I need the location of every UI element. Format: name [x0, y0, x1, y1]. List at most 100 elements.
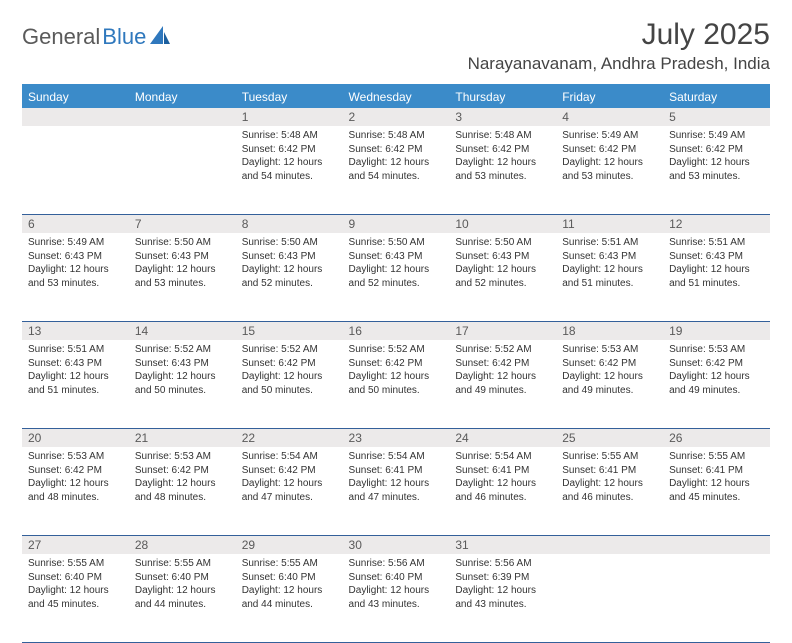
sunset-text: Sunset: 6:42 PM [135, 464, 230, 478]
daylight-text: Daylight: 12 hours [28, 263, 123, 277]
sunset-text: Sunset: 6:43 PM [28, 357, 123, 371]
sunset-text: Sunset: 6:41 PM [669, 464, 764, 478]
sunrise-text: Sunrise: 5:53 AM [135, 450, 230, 464]
day-cell: Sunrise: 5:53 AMSunset: 6:42 PMDaylight:… [556, 340, 663, 428]
sunset-text: Sunset: 6:43 PM [242, 250, 337, 264]
location-text: Narayanavanam, Andhra Pradesh, India [468, 54, 770, 74]
daylight-text: and 47 minutes. [349, 491, 444, 505]
daylight-text: Daylight: 12 hours [242, 584, 337, 598]
day-cell-body: Sunrise: 5:54 AMSunset: 6:42 PMDaylight:… [236, 447, 343, 508]
sunset-text: Sunset: 6:41 PM [562, 464, 657, 478]
daylight-text: Daylight: 12 hours [349, 477, 444, 491]
sunrise-text: Sunrise: 5:53 AM [562, 343, 657, 357]
daylight-text: and 50 minutes. [242, 384, 337, 398]
daylight-text: and 48 minutes. [135, 491, 230, 505]
day-cell: Sunrise: 5:56 AMSunset: 6:39 PMDaylight:… [449, 554, 556, 642]
week-row: Sunrise: 5:48 AMSunset: 6:42 PMDaylight:… [22, 126, 770, 214]
weekday-header: Monday [129, 85, 236, 108]
day-cell-body: Sunrise: 5:48 AMSunset: 6:42 PMDaylight:… [236, 126, 343, 187]
day-number: 24 [449, 429, 556, 447]
day-number-cell: 18 [556, 322, 663, 341]
day-number: 8 [236, 215, 343, 233]
day-cell: Sunrise: 5:50 AMSunset: 6:43 PMDaylight:… [343, 233, 450, 321]
month-title: July 2025 [468, 18, 770, 52]
day-number: 11 [556, 215, 663, 233]
logo-sail-icon [150, 26, 170, 49]
day-cell: Sunrise: 5:56 AMSunset: 6:40 PMDaylight:… [343, 554, 450, 642]
daylight-text: Daylight: 12 hours [242, 370, 337, 384]
day-number: 13 [22, 322, 129, 340]
day-cell-body: Sunrise: 5:51 AMSunset: 6:43 PMDaylight:… [556, 233, 663, 294]
sunrise-text: Sunrise: 5:54 AM [349, 450, 444, 464]
sunrise-text: Sunrise: 5:55 AM [669, 450, 764, 464]
day-cell: Sunrise: 5:48 AMSunset: 6:42 PMDaylight:… [236, 126, 343, 214]
sunset-text: Sunset: 6:43 PM [455, 250, 550, 264]
day-cell-body: Sunrise: 5:53 AMSunset: 6:42 PMDaylight:… [663, 340, 770, 401]
weekday-header: Thursday [449, 85, 556, 108]
sunset-text: Sunset: 6:43 PM [349, 250, 444, 264]
sunrise-text: Sunrise: 5:48 AM [242, 129, 337, 143]
sunset-text: Sunset: 6:42 PM [349, 357, 444, 371]
daylight-text: Daylight: 12 hours [455, 370, 550, 384]
day-cell-body: Sunrise: 5:50 AMSunset: 6:43 PMDaylight:… [449, 233, 556, 294]
day-number [556, 536, 663, 554]
daylight-text: and 48 minutes. [28, 491, 123, 505]
day-number-cell: 17 [449, 322, 556, 341]
sunset-text: Sunset: 6:42 PM [455, 143, 550, 157]
week-row: Sunrise: 5:49 AMSunset: 6:43 PMDaylight:… [22, 233, 770, 321]
day-number-cell: 7 [129, 215, 236, 234]
day-cell-body: Sunrise: 5:54 AMSunset: 6:41 PMDaylight:… [449, 447, 556, 508]
daylight-text: Daylight: 12 hours [242, 263, 337, 277]
day-number-cell: 1 [236, 108, 343, 126]
sunset-text: Sunset: 6:42 PM [669, 357, 764, 371]
day-cell-body: Sunrise: 5:54 AMSunset: 6:41 PMDaylight:… [343, 447, 450, 508]
sunrise-text: Sunrise: 5:50 AM [349, 236, 444, 250]
sunset-text: Sunset: 6:40 PM [242, 571, 337, 585]
day-number-row: 12345 [22, 108, 770, 126]
day-number: 17 [449, 322, 556, 340]
daylight-text: and 49 minutes. [562, 384, 657, 398]
week-row: Sunrise: 5:51 AMSunset: 6:43 PM Daylight:… [22, 340, 770, 428]
day-number: 31 [449, 536, 556, 554]
daylight-text: and 43 minutes. [455, 598, 550, 612]
sunrise-text: Sunrise: 5:50 AM [242, 236, 337, 250]
day-number-cell: 22 [236, 429, 343, 448]
daylight-text: Daylight: 12 hours [562, 263, 657, 277]
daylight-text: and 53 minutes. [669, 170, 764, 184]
day-number: 3 [449, 108, 556, 126]
daylight-text: and 49 minutes. [669, 384, 764, 398]
sunrise-text: Sunrise: 5:50 AM [135, 236, 230, 250]
sunrise-text: Sunrise: 5:52 AM [349, 343, 444, 357]
day-number-cell: 9 [343, 215, 450, 234]
day-number: 22 [236, 429, 343, 447]
day-number-row: 6789101112 [22, 215, 770, 234]
sunrise-text: Sunrise: 5:51 AM [28, 343, 123, 357]
day-cell: Sunrise: 5:53 AMSunset: 6:42 PMDaylight:… [22, 447, 129, 535]
weekday-header: Friday [556, 85, 663, 108]
day-cell: Sunrise: 5:51 AMSunset: 6:43 PMDaylight:… [556, 233, 663, 321]
day-cell-body: Sunrise: 5:51 AMSunset: 6:43 PMDaylight:… [22, 340, 129, 401]
day-cell: Sunrise: 5:55 AMSunset: 6:40 PMDaylight:… [236, 554, 343, 642]
day-number: 26 [663, 429, 770, 447]
day-number: 12 [663, 215, 770, 233]
day-cell: Sunrise: 5:54 AMSunset: 6:41 PMDaylight:… [343, 447, 450, 535]
day-cell: Sunrise: 5:53 AMSunset: 6:42 PMDaylight:… [663, 340, 770, 428]
daylight-text: Daylight: 12 hours [349, 584, 444, 598]
day-cell-body: Sunrise: 5:50 AMSunset: 6:43 PMDaylight:… [236, 233, 343, 294]
header: GeneralBlue July 2025 Narayanavanam, And… [22, 18, 770, 74]
sunrise-text: Sunrise: 5:56 AM [455, 557, 550, 571]
daylight-text: Daylight: 12 hours [455, 156, 550, 170]
sunset-text: Sunset: 6:42 PM [669, 143, 764, 157]
day-cell: Sunrise: 5:50 AMSunset: 6:43 PMDaylight:… [129, 233, 236, 321]
sunrise-text: Sunrise: 5:49 AM [28, 236, 123, 250]
day-cell-body: Sunrise: 5:55 AMSunset: 6:41 PMDaylight:… [556, 447, 663, 508]
daylight-text: and 44 minutes. [135, 598, 230, 612]
day-cell-body: Sunrise: 5:55 AMSunset: 6:40 PMDaylight:… [236, 554, 343, 615]
daylight-text: Daylight: 12 hours [669, 263, 764, 277]
day-number-cell: 21 [129, 429, 236, 448]
sunrise-text: Sunrise: 5:50 AM [455, 236, 550, 250]
day-number-cell: 13 [22, 322, 129, 341]
day-cell-body: Sunrise: 5:55 AMSunset: 6:40 PMDaylight:… [22, 554, 129, 615]
sunrise-text: Sunrise: 5:49 AM [562, 129, 657, 143]
day-cell: Sunrise: 5:52 AMSunset: 6:42 PMDaylight:… [449, 340, 556, 428]
